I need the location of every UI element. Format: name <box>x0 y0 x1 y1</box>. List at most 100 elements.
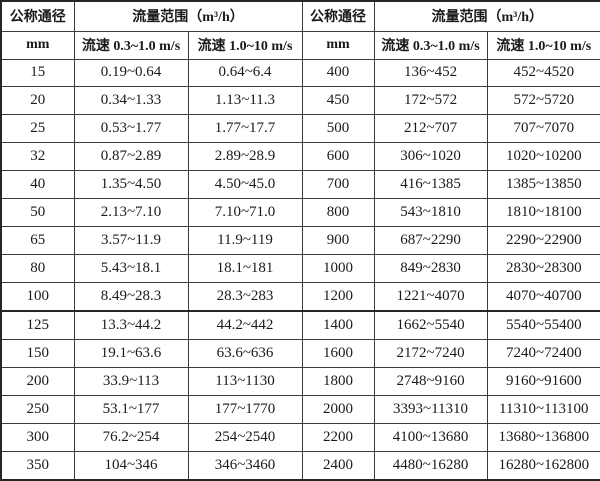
flow-range-cell: 19.1~63.6 <box>73 339 189 368</box>
diameter-cell: 900 <box>301 225 375 255</box>
flow-range-cell: 4100~13680 <box>373 422 488 452</box>
flow-range-cell: 44.2~442 <box>187 310 303 341</box>
flow-range-cell: 254~2540 <box>187 422 303 452</box>
header-diameter-left: 公称通径 <box>0 0 75 32</box>
diameter-cell: 450 <box>301 86 375 116</box>
diameter-cell: 65 <box>0 225 75 255</box>
flow-range-cell: 4480~16280 <box>373 450 488 481</box>
flow-range-cell: 0.87~2.89 <box>73 142 189 172</box>
diameter-cell: 1200 <box>301 281 375 312</box>
flow-range-cell: 849~2830 <box>373 253 488 283</box>
diameter-cell: 200 <box>0 367 75 396</box>
diameter-cell: 500 <box>301 114 375 144</box>
header-flow-range-left: 流量范围（m³/h） <box>73 0 303 32</box>
diameter-cell: 400 <box>301 58 375 88</box>
flow-range-cell: 1020~10200 <box>486 142 600 172</box>
flow-range-cell: 3.57~11.9 <box>73 225 189 255</box>
diameter-cell: 2200 <box>301 422 375 452</box>
flow-range-cell: 2830~28300 <box>486 253 600 283</box>
flow-range-cell: 543~1810 <box>373 198 488 227</box>
header-unit-left: mm <box>0 30 75 60</box>
diameter-cell: 50 <box>0 198 75 227</box>
table-row: 65 3.57~11.9 11.9~119 900 687~2290 2290~22900 <box>0 225 600 255</box>
flow-range-cell: 136~452 <box>373 58 488 88</box>
flow-range-cell: 1.35~4.50 <box>73 170 189 200</box>
table-row: 25 0.53~1.77 1.77~17.7 500 212~707 707~7070 <box>0 114 600 144</box>
flow-range-cell: 63.6~636 <box>187 339 303 368</box>
flow-range-cell: 452~4520 <box>486 58 600 88</box>
table-row: 32 0.87~2.89 2.89~28.9 600 306~1020 1020~1020… <box>0 142 600 172</box>
flow-range-cell: 1810~18100 <box>486 198 600 227</box>
flow-range-cell: 0.34~1.33 <box>73 86 189 116</box>
flow-range-cell: 7240~72400 <box>486 339 600 368</box>
diameter-cell: 1000 <box>301 253 375 283</box>
flow-range-cell: 113~1130 <box>187 367 303 396</box>
diameter-cell: 20 <box>0 86 75 116</box>
table-row: 40 1.35~4.50 4.50~45.0 700 416~1385 1385~1385… <box>0 170 600 200</box>
diameter-cell: 300 <box>0 422 75 452</box>
flow-range-cell: 346~3460 <box>187 450 303 481</box>
flow-range-cell: 0.64~6.4 <box>187 58 303 88</box>
flow-range-cell: 13.3~44.2 <box>73 310 189 341</box>
diameter-cell: 600 <box>301 142 375 172</box>
header-row-units: mm 流速 0.3~1.0 m/s 流速 1.0~10 m/s mm 流速 0.… <box>0 30 600 60</box>
flow-range-cell: 9160~91600 <box>486 367 600 396</box>
flow-range-cell: 2290~22900 <box>486 225 600 255</box>
flow-range-cell: 4.50~45.0 <box>187 170 303 200</box>
table-row: 80 5.43~18.1 18.1~181 1000 849~2830 2830~2830… <box>0 253 600 283</box>
header-flow-range-right: 流量范围（m³/h） <box>373 0 600 32</box>
flow-range-cell: 0.53~1.77 <box>73 114 189 144</box>
diameter-cell: 250 <box>0 394 75 424</box>
table-row: 250 53.1~177 177~1770 2000 3393~11310 11310~1… <box>0 394 600 424</box>
flow-range-cell: 5540~55400 <box>486 310 600 341</box>
header-row-titles: 公称通径 流量范围（m³/h） 公称通径 流量范围（m³/h） <box>0 0 600 32</box>
diameter-cell: 80 <box>0 253 75 283</box>
flow-range-cell: 2172~7240 <box>373 339 488 368</box>
table-row: 125 13.3~44.2 44.2~442 1400 1662~5540 5540~55… <box>0 310 600 341</box>
flow-range-cell: 0.19~0.64 <box>73 58 189 88</box>
flow-range-cell: 212~707 <box>373 114 488 144</box>
table-row: 150 19.1~63.6 63.6~636 1600 2172~7240 7240~72… <box>0 339 600 368</box>
table-row: 20 0.34~1.33 1.13~11.3 450 172~572 572~5720 <box>0 86 600 116</box>
flow-range-cell: 172~572 <box>373 86 488 116</box>
flow-range-cell: 4070~40700 <box>486 281 600 312</box>
diameter-cell: 800 <box>301 198 375 227</box>
header-velocity-high-left: 流速 1.0~10 m/s <box>187 30 303 60</box>
diameter-cell: 15 <box>0 58 75 88</box>
diameter-cell: 2400 <box>301 450 375 481</box>
flow-range-cell: 28.3~283 <box>187 281 303 312</box>
flow-range-cell: 1.77~17.7 <box>187 114 303 144</box>
flow-range-cell: 687~2290 <box>373 225 488 255</box>
flow-range-cell: 1385~13850 <box>486 170 600 200</box>
table-row: 200 33.9~113 113~1130 1800 2748~9160 9160~916… <box>0 367 600 396</box>
flow-range-cell: 416~1385 <box>373 170 488 200</box>
flow-range-cell: 11310~113100 <box>486 394 600 424</box>
diameter-cell: 1800 <box>301 367 375 396</box>
header-unit-right: mm <box>301 30 375 60</box>
header-diameter-right: 公称通径 <box>301 0 375 32</box>
flow-range-cell: 2.13~7.10 <box>73 198 189 227</box>
flow-range-cell: 2748~9160 <box>373 367 488 396</box>
table-row: 15 0.19~0.64 0.64~6.4 400 136~452 452~4520 <box>0 58 600 88</box>
flow-range-cell: 2.89~28.9 <box>187 142 303 172</box>
flow-range-cell: 1221~4070 <box>373 281 488 312</box>
diameter-cell: 40 <box>0 170 75 200</box>
flow-range-cell: 104~346 <box>73 450 189 481</box>
flow-range-cell: 306~1020 <box>373 142 488 172</box>
table-row: 50 2.13~7.10 7.10~71.0 800 543~1810 1810~1810… <box>0 198 600 227</box>
diameter-cell: 25 <box>0 114 75 144</box>
diameter-cell: 100 <box>0 281 75 312</box>
table-body: 15 0.19~0.64 0.64~6.4 400 136~452 452~4520 20 0… <box>0 58 600 481</box>
flow-range-cell: 707~7070 <box>486 114 600 144</box>
flow-range-cell: 33.9~113 <box>73 367 189 396</box>
header-velocity-low-right: 流速 0.3~1.0 m/s <box>373 30 488 60</box>
diameter-cell: 2000 <box>301 394 375 424</box>
table-row: 300 76.2~254 254~2540 2200 4100~13680 13680~1… <box>0 422 600 452</box>
diameter-cell: 1400 <box>301 310 375 341</box>
diameter-cell: 150 <box>0 339 75 368</box>
flow-range-cell: 5.43~18.1 <box>73 253 189 283</box>
table-header: 公称通径 流量范围（m³/h） 公称通径 流量范围（m³/h） mm 流速 0.… <box>0 0 600 60</box>
table-row: 100 8.49~28.3 28.3~283 1200 1221~4070 4070~40… <box>0 281 600 312</box>
